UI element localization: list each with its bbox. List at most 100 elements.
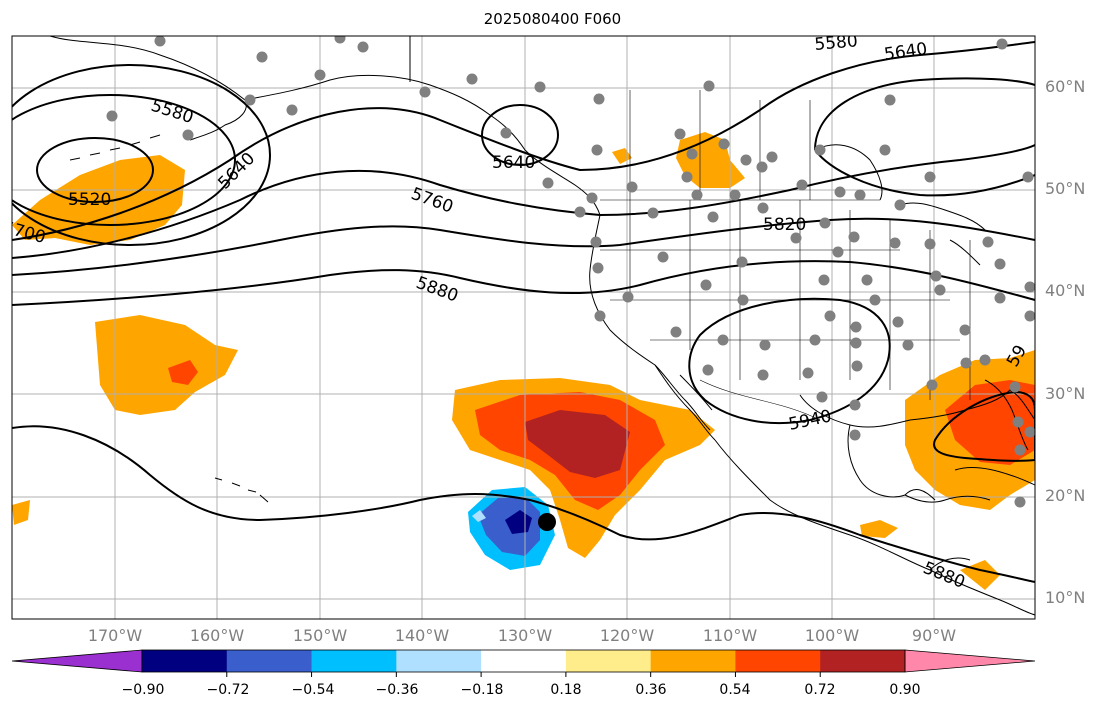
colorbar-segment (820, 650, 906, 672)
station-marker (809, 334, 821, 346)
colorbar-segment (565, 650, 652, 672)
station-marker (824, 310, 836, 322)
station-marker (894, 199, 906, 211)
lon-label: 130°W (497, 626, 553, 645)
colorbar-tick-label: 0.72 (804, 682, 836, 698)
station-marker (892, 316, 904, 328)
station-marker (884, 94, 896, 106)
station-marker (879, 144, 891, 156)
contour-label: 5640 (492, 153, 535, 173)
map-panel: 5580 5640 5520 5640 5700 5580 5640 5640 … (12, 31, 1035, 619)
lat-label: 10°N (1045, 588, 1086, 607)
colorbar-segment (735, 650, 821, 672)
station-marker (314, 69, 326, 81)
colorbar-segment (226, 650, 313, 672)
station-marker (286, 104, 298, 116)
colorbar-tick-label: 0.54 (719, 682, 751, 698)
colorbar-segment (311, 650, 397, 672)
station-marker (1024, 310, 1035, 322)
station-marker (930, 270, 942, 282)
lat-label: 30°N (1045, 384, 1086, 403)
station-marker (707, 211, 719, 223)
colorbar-segment (142, 650, 228, 672)
station-marker (466, 73, 478, 85)
station-marker (766, 151, 778, 163)
station-marker (622, 291, 634, 303)
lon-label: 170°W (87, 626, 143, 645)
station-marker (670, 326, 682, 338)
contour-label: 5820 (763, 215, 806, 235)
lat-label: 60°N (1045, 77, 1086, 96)
colorbar-tick-label: −0.18 (460, 682, 504, 698)
station-marker (740, 154, 752, 166)
contour-label: 5580 (814, 31, 859, 55)
station-marker (818, 274, 830, 286)
colorbar-tick-label: −0.54 (291, 682, 335, 698)
station-marker (960, 357, 972, 369)
station-marker (593, 93, 605, 105)
station-marker (592, 262, 604, 274)
station-marker (902, 339, 914, 351)
station-marker (757, 202, 769, 214)
graticule (12, 36, 1035, 619)
station-marker (594, 310, 606, 322)
colorbar-frame (141, 649, 906, 673)
station-marker (926, 379, 938, 391)
lon-label: 110°W (702, 626, 758, 645)
lon-label: 150°W (292, 626, 348, 645)
station-marker (802, 367, 814, 379)
station-marker (861, 274, 873, 286)
station-marker (626, 181, 638, 193)
station-marker (542, 177, 554, 189)
station-marker (691, 189, 703, 201)
station-marker (850, 321, 862, 333)
station-marker (834, 186, 846, 198)
station-marker (790, 232, 802, 244)
lon-label: 140°W (394, 626, 450, 645)
station-marker (154, 36, 166, 47)
station-marker (1024, 426, 1035, 438)
station-marker (256, 51, 268, 63)
station-marker (849, 429, 861, 441)
station-marker (889, 237, 901, 249)
lon-label: 120°W (599, 626, 655, 645)
station-marker (1009, 381, 1021, 393)
station-marker (996, 38, 1008, 50)
station-marker (796, 179, 808, 191)
station-marker (757, 369, 769, 381)
station-marker (657, 251, 669, 263)
station-marker (718, 138, 730, 150)
colorbar-tick-label: −0.36 (375, 682, 419, 698)
station-marker (590, 236, 602, 248)
station-marker (703, 80, 715, 92)
station-marker (924, 238, 936, 250)
station-marker (647, 207, 659, 219)
station-marker (816, 391, 828, 403)
colorbar-segment (481, 650, 567, 672)
station-marker (814, 144, 826, 156)
station-marker (832, 246, 844, 258)
station-marker (979, 354, 991, 366)
station-marker (700, 279, 712, 291)
station-marker (1024, 281, 1035, 293)
station-marker (759, 339, 771, 351)
contour-label: 5520 (68, 190, 111, 210)
colorbar (11, 649, 1036, 677)
colorbar-tick-label: 0.36 (635, 682, 667, 698)
station-marker (737, 294, 749, 306)
station-marker (717, 334, 729, 346)
colorbar-tick-label: −0.72 (206, 682, 250, 698)
height-contours (12, 41, 1035, 583)
station-marker (686, 148, 698, 160)
station-marker (591, 144, 603, 156)
station-marker (982, 236, 994, 248)
colorbar-tick-label: −0.90 (121, 682, 165, 698)
station-marker (500, 127, 512, 139)
lat-label: 50°N (1045, 179, 1086, 198)
station-marker (1012, 416, 1024, 428)
station-marker (924, 171, 936, 183)
station-marker (934, 284, 946, 296)
station-marker (850, 337, 862, 349)
anomaly-shading (12, 132, 1035, 590)
